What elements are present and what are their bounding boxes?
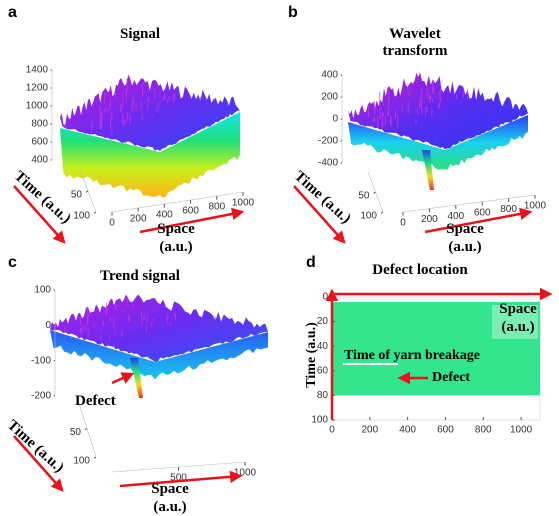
highlight-patch bbox=[492, 305, 538, 339]
x-tick-label: 0 bbox=[329, 425, 335, 436]
tick-label: -200 bbox=[31, 391, 51, 402]
surface-side bbox=[50, 330, 268, 380]
tick-label: 600 bbox=[31, 137, 48, 148]
tick-label: 0 bbox=[45, 320, 51, 331]
surface-side bbox=[348, 115, 528, 170]
y-tick-label: 40 bbox=[317, 341, 329, 352]
tick-label: 1400 bbox=[26, 65, 49, 76]
y-axis-label: Time (a.u.) bbox=[4, 417, 67, 476]
x-tick-label: 600 bbox=[437, 425, 454, 436]
panel-title: Trend signal bbox=[100, 268, 180, 284]
tick-mark bbox=[84, 428, 88, 431]
x-axis-label: Space (a.u.) bbox=[157, 221, 195, 255]
x-axis-label: Space (a.u.) bbox=[151, 481, 189, 515]
surface-top bbox=[348, 72, 528, 150]
annotation: Defect bbox=[432, 370, 471, 385]
tick-label: 50 bbox=[358, 191, 370, 202]
x-tick-label: 400 bbox=[399, 425, 416, 436]
tick-label: 800 bbox=[208, 202, 225, 213]
tick-label: 1000 bbox=[232, 198, 255, 209]
surface-dip bbox=[422, 150, 434, 190]
x-tick-label: 1000 bbox=[510, 425, 533, 436]
tick-label: 600 bbox=[474, 207, 491, 218]
tick-label: 200 bbox=[421, 214, 438, 225]
tick-label: 0 bbox=[332, 114, 338, 125]
x-axis-label: Space (a.u.) bbox=[446, 221, 484, 255]
annotation: Time of yarn breakage bbox=[344, 348, 480, 363]
red-arrow bbox=[13, 435, 64, 492]
panel-label: c bbox=[8, 254, 17, 271]
tick-label: 400 bbox=[321, 70, 338, 81]
tick-label: 200 bbox=[130, 214, 147, 225]
tick-label: 400 bbox=[31, 155, 48, 166]
tick-mark bbox=[380, 211, 384, 214]
tick-mark bbox=[373, 191, 376, 194]
space-label: Space (a.u.) bbox=[499, 301, 537, 335]
tick-label: 800 bbox=[31, 119, 48, 130]
panel-title: Wavelet transform bbox=[382, 26, 448, 59]
red-arrow bbox=[13, 185, 66, 244]
red-arrow bbox=[119, 470, 243, 488]
tick-label: 0 bbox=[109, 218, 115, 229]
tick-label: 100 bbox=[360, 211, 377, 222]
y-tick-label: 20 bbox=[317, 316, 329, 327]
tick-label: -400 bbox=[318, 158, 338, 169]
panel-label: b bbox=[288, 4, 298, 21]
x-tick-label: 200 bbox=[361, 425, 378, 436]
x-tick-label: 800 bbox=[475, 425, 492, 436]
tick-mark bbox=[93, 456, 97, 459]
axis-line bbox=[402, 194, 536, 213]
tick-label: 1000 bbox=[524, 201, 547, 212]
tick-label: 500 bbox=[170, 473, 187, 484]
tick-label: 100 bbox=[34, 285, 51, 296]
panel-label: a bbox=[8, 4, 17, 21]
surface-top bbox=[50, 294, 268, 362]
tick-label: 600 bbox=[182, 206, 199, 217]
tick-mark bbox=[93, 211, 97, 214]
tick-label: 400 bbox=[156, 210, 173, 221]
annotation: Defect bbox=[75, 393, 116, 409]
tick-mark bbox=[85, 190, 89, 193]
tick-label: 1000 bbox=[26, 101, 49, 112]
tick-label: -100 bbox=[31, 355, 51, 366]
tick-label: 200 bbox=[321, 92, 338, 103]
y-tick-label: 80 bbox=[317, 390, 329, 401]
surface-top bbox=[60, 74, 240, 152]
y-tick-label: 100 bbox=[311, 415, 328, 426]
panel-title: Signal bbox=[119, 26, 161, 42]
tick-label: 800 bbox=[500, 204, 517, 215]
surface-dip bbox=[130, 358, 143, 398]
red-arrow bbox=[424, 207, 533, 234]
red-arrow bbox=[293, 185, 346, 244]
tick-label: 50 bbox=[71, 190, 83, 201]
panel-title: Defect location bbox=[372, 262, 468, 278]
figure: 400 600 800 1000 1200 1400 50 100 0 200 400 600 800 1… bbox=[4, 4, 553, 515]
tick-label: 0 bbox=[400, 218, 406, 229]
tick-label: 100 bbox=[73, 456, 90, 467]
panel-label: d bbox=[306, 254, 316, 271]
red-arrow bbox=[139, 207, 245, 234]
tick-label: 50 bbox=[70, 427, 82, 438]
y-tick-label: 60 bbox=[317, 365, 329, 376]
surface-side bbox=[60, 112, 240, 198]
tick-label: 400 bbox=[447, 211, 464, 222]
tick-label: 1000 bbox=[234, 468, 257, 479]
tick-label: -200 bbox=[318, 136, 338, 147]
red-arrow bbox=[111, 372, 135, 385]
tick-label: 100 bbox=[73, 211, 90, 222]
tick-label: 1200 bbox=[26, 83, 49, 94]
y-axis-label: Time (a.u.) bbox=[304, 322, 319, 388]
defect-region bbox=[332, 301, 540, 396]
axis-line bbox=[111, 191, 244, 213]
y-tick-label: 0 bbox=[322, 292, 328, 303]
